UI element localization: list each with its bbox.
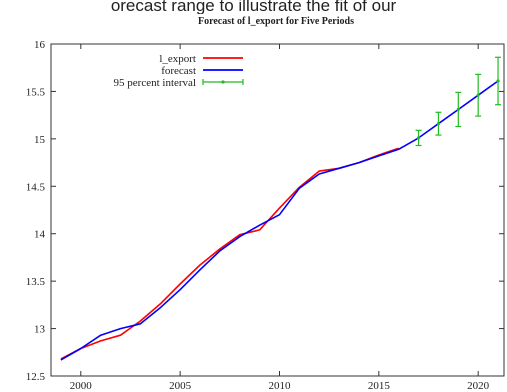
y-tick-label: 14.5 bbox=[26, 181, 46, 193]
chart-title: Forecast of l_export for Five Periods bbox=[198, 16, 354, 27]
95-percent-interval-errorbar bbox=[415, 129, 422, 147]
y-tick-label: 16 bbox=[34, 39, 46, 51]
95-percent-interval-point bbox=[416, 136, 421, 140]
legend-label-95-percent-interval: 95 percent interval bbox=[114, 77, 196, 89]
legend-label-l-export: l_export bbox=[159, 53, 196, 65]
l-export-line bbox=[60, 147, 399, 360]
y-tick-label: 12.5 bbox=[26, 371, 46, 383]
x-tick-label: 2000 bbox=[70, 380, 93, 392]
95-percent-interval-errorbar bbox=[475, 73, 482, 117]
95-percent-interval-point bbox=[476, 93, 480, 97]
plot-frame bbox=[50, 43, 505, 377]
forecast-line bbox=[60, 80, 499, 361]
y-tick-label: 13 bbox=[34, 324, 46, 336]
legend-swatch-95-percent-interval bbox=[202, 79, 244, 85]
y-tick-label: 15 bbox=[34, 134, 46, 146]
x-tick-label: 2005 bbox=[169, 380, 192, 392]
95-percent-interval-errorbar bbox=[435, 111, 442, 136]
x-tick-label: 2015 bbox=[368, 380, 391, 392]
y-tick-label: 14 bbox=[34, 229, 46, 241]
95-percent-interval-point bbox=[456, 107, 460, 112]
y-tick-label: 15.5 bbox=[26, 86, 46, 98]
95-percent-interval-errorbar bbox=[455, 91, 462, 128]
top-caption-fragment: orecast range to illustrate the fit of o… bbox=[110, 0, 397, 14]
series-layer bbox=[60, 56, 502, 361]
x-tick-label: 2020 bbox=[467, 380, 490, 392]
legend-label-forecast: forecast bbox=[161, 65, 196, 77]
x-tick-label: 2010 bbox=[268, 380, 291, 392]
95-percent-interval-errorbar bbox=[495, 56, 502, 106]
95-percent-interval-point bbox=[436, 122, 441, 126]
y-tick-label: 13.5 bbox=[26, 276, 46, 288]
axis-ticks: 12.5 13 13.5 14 14.5 15 15.5 16 2000 2005 2010 2015… bbox=[26, 39, 504, 392]
95-percent-interval-point bbox=[496, 79, 500, 83]
